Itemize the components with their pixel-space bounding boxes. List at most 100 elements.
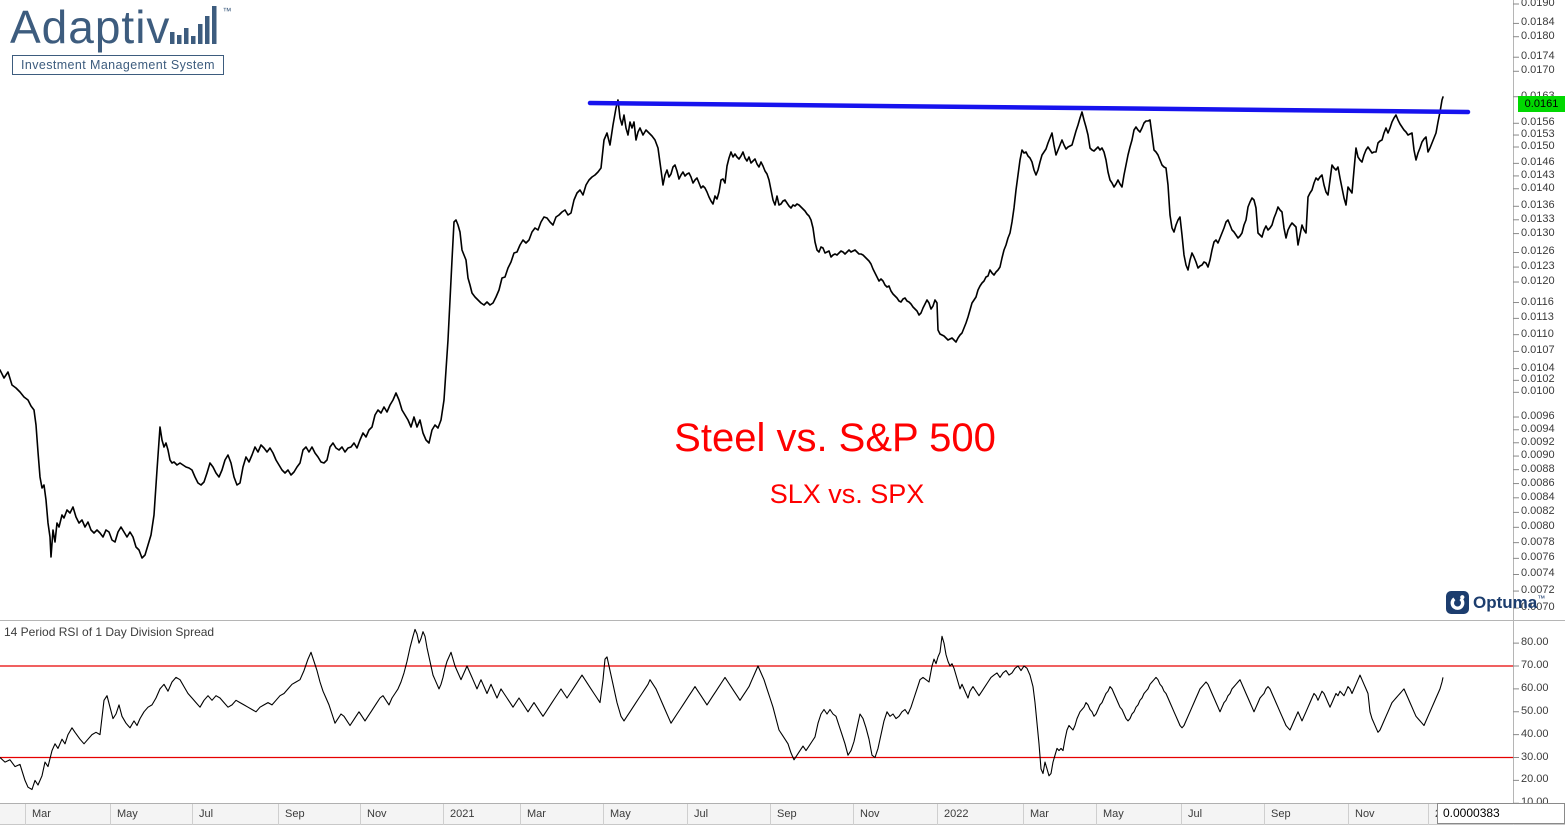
adaptiv-logo: Adaptiv ™ Investment Management System — [10, 4, 231, 75]
date-label: Jul — [1188, 808, 1203, 820]
price-y-tick-label: 0.0156 — [1521, 116, 1555, 129]
date-axis[interactable]: Mar May Jul Sep Nov 2021 Mar May Jul Sep Nov 2022 Ma… — [0, 803, 1565, 825]
date-separator — [1181, 804, 1182, 825]
rsi-pane-label: 14 Period RSI of 1 Day Division Spread — [4, 625, 215, 639]
date-label: Mar — [32, 808, 51, 820]
price-y-tick-label: 0.0126 — [1521, 245, 1555, 258]
date-separator — [1023, 804, 1024, 825]
price-y-tick-label: 0.0153 — [1521, 128, 1555, 141]
rsi-y-tick-label: 50.00 — [1521, 704, 1549, 717]
rsi-y-tick-label: 70.00 — [1521, 659, 1549, 671]
price-y-tick-label: 0.0100 — [1521, 385, 1555, 398]
date-label: Sep — [1271, 808, 1291, 820]
price-y-tick-label: 0.0094 — [1521, 422, 1555, 435]
logo-bar — [177, 35, 182, 44]
date-separator — [937, 804, 938, 825]
rsi-y-tick-label: 60.00 — [1521, 681, 1549, 694]
price-y-tick-label: 0.0143 — [1521, 168, 1555, 181]
price-y-tick-label: 0.0076 — [1521, 551, 1555, 564]
date-label: Nov — [1355, 808, 1375, 820]
logo-bar — [205, 16, 210, 44]
adaptiv-tagline: Investment Management System — [12, 55, 224, 75]
date-label: Nov — [860, 808, 880, 820]
price-y-tick-label: 0.0133 — [1521, 212, 1555, 225]
price-y-tick-label: 0.0090 — [1521, 449, 1555, 462]
price-y-tick-label: 0.0190 — [1521, 0, 1555, 9]
price-y-tick-label: 0.0180 — [1521, 29, 1555, 42]
chart-subtitle: SLX vs. SPX — [769, 479, 925, 509]
date-separator — [520, 804, 521, 825]
logo-bar — [191, 36, 196, 44]
date-label: Jul — [199, 808, 214, 820]
price-y-tick-label: 0.0086 — [1521, 476, 1555, 489]
price-y-tick-label: 0.0107 — [1521, 344, 1555, 357]
last-value-badge: 0.0161 — [1518, 96, 1565, 113]
price-y-tick-label: 0.0082 — [1521, 505, 1555, 518]
price-y-tick-label: 0.0136 — [1521, 199, 1555, 212]
rsi-y-tick-label: 80.00 — [1521, 636, 1549, 649]
date-separator — [770, 804, 771, 825]
price-y-tick-label: 0.0110 — [1521, 327, 1554, 340]
price-y-tick-label: 0.0170 — [1521, 64, 1555, 77]
price-y-tick-label: 0.0123 — [1521, 260, 1555, 273]
rsi-y-tick-label: 40.00 — [1521, 727, 1549, 740]
price-y-tick-label: 0.0184 — [1521, 16, 1555, 29]
date-separator — [853, 804, 854, 825]
date-separator — [1264, 804, 1265, 825]
rsi-y-tick-label: 30.00 — [1521, 750, 1549, 763]
price-y-tick-label: 0.0174 — [1521, 50, 1555, 63]
optuma-label: Optuma — [1473, 592, 1538, 612]
date-label: May — [1103, 808, 1124, 820]
adaptiv-trademark: ™ — [222, 6, 232, 16]
date-label: May — [610, 808, 631, 820]
date-label: Nov — [367, 808, 387, 820]
price-y-tick-label: 0.0084 — [1521, 490, 1555, 503]
adaptiv-bars-icon — [170, 6, 217, 44]
price-y-tick-label: 0.0150 — [1521, 140, 1555, 152]
price-y-tick-label: 0.0072 — [1521, 584, 1555, 597]
price-y-tick-label: 0.0080 — [1521, 520, 1555, 533]
date-label: Mar — [1030, 808, 1049, 820]
date-separator — [278, 804, 279, 825]
date-separator — [25, 804, 26, 825]
date-label: 2021 — [450, 808, 475, 820]
date-separator — [360, 804, 361, 825]
optuma-icon — [1446, 591, 1469, 614]
price-y-tick-label: 0.0116 — [1521, 295, 1554, 308]
price-y-tick-label: 0.0113 — [1521, 311, 1554, 324]
logo-bar — [198, 24, 203, 44]
price-y-tick-label: 0.0088 — [1521, 462, 1555, 475]
optuma-trademark: ™ — [1537, 594, 1546, 603]
price-y-tick-label: 0.0146 — [1521, 156, 1555, 169]
date-label: Sep — [285, 808, 305, 820]
chart-title: Steel vs. S&P 500 — [674, 416, 996, 460]
price-y-tick-label: 0.0102 — [1521, 373, 1555, 386]
logo-bar — [212, 6, 217, 44]
date-label: Jul — [694, 808, 709, 820]
price-y-tick-label: 0.0140 — [1521, 181, 1555, 194]
date-separator — [1096, 804, 1097, 825]
date-separator — [192, 804, 193, 825]
price-y-tick-label: 0.0070 — [1521, 601, 1555, 614]
date-separator — [1428, 804, 1429, 825]
date-separator — [443, 804, 444, 825]
price-y-tick-label: 0.0130 — [1521, 226, 1555, 239]
logo-bar — [184, 28, 189, 44]
date-separator — [603, 804, 604, 825]
adaptiv-brand-text: Adaptiv — [10, 1, 171, 53]
date-label: Mar — [527, 808, 546, 820]
price-y-tick-label: 0.0104 — [1521, 361, 1555, 374]
date-separator — [110, 804, 111, 825]
date-separator — [1348, 804, 1349, 825]
rsi-line — [0, 628, 1444, 791]
date-label: Sep — [777, 808, 797, 820]
price-ratio-line — [0, 96, 1444, 559]
date-label: 2022 — [944, 808, 969, 820]
logo-bar — [170, 32, 175, 44]
price-y-tick-label: 0.0120 — [1521, 275, 1555, 288]
optuma-logo: Optuma ™ — [1446, 591, 1545, 614]
date-separator — [687, 804, 688, 825]
price-y-tick-label: 0.0074 — [1521, 567, 1555, 580]
